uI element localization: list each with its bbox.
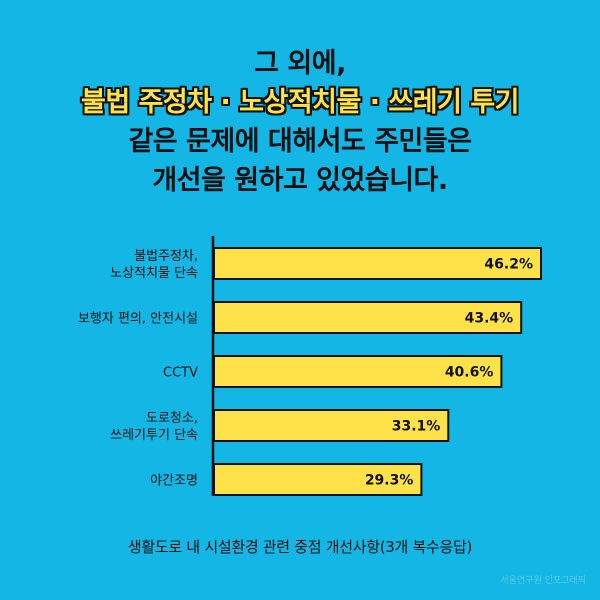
headline-line-2-highlight: 불법 주정차 · 노상적치물 · 쓰레기 투기 <box>80 87 520 118</box>
bar-value-label-2: 40.6% <box>445 365 494 381</box>
bar-value-label-4: 29.3% <box>365 473 414 489</box>
bar-value-label-1: 43.4% <box>465 311 514 327</box>
bar-0 <box>213 247 542 280</box>
headline-line-4: 개선을 원하고 있었습니다. <box>152 165 448 196</box>
bar-value-label-3: 33.1% <box>392 419 441 435</box>
bar-3 <box>213 409 450 442</box>
category-label-0: 불법주정차, 노상적치물 단속 <box>110 249 198 281</box>
headline: 그 외에, 불법 주정차 · 노상적치물 · 쓰레기 투기 같은 문제에 대해서… <box>0 44 600 200</box>
bar-4 <box>213 463 423 496</box>
category-label-3: 도로청소, 쓰레기투기 단속 <box>110 411 198 443</box>
category-label-1: 보행자 편의, 안전시설 <box>78 311 198 327</box>
headline-line-1: 그 외에, <box>254 48 346 79</box>
bar-1 <box>213 301 523 334</box>
category-label-4: 야간조명 <box>150 474 198 489</box>
chart-caption: 생활도로 내 시설환경 관련 중점 개선사항(3개 복수응답) <box>127 538 473 556</box>
bar-2 <box>213 355 503 388</box>
category-label-2: CCTV <box>163 366 198 381</box>
credit-text: 서울연구원 인포그래픽 <box>500 576 586 586</box>
bar-value-label-0: 46.2% <box>484 257 533 273</box>
headline-line-3: 같은 문제에 대해서도 주민들은 <box>128 126 472 157</box>
